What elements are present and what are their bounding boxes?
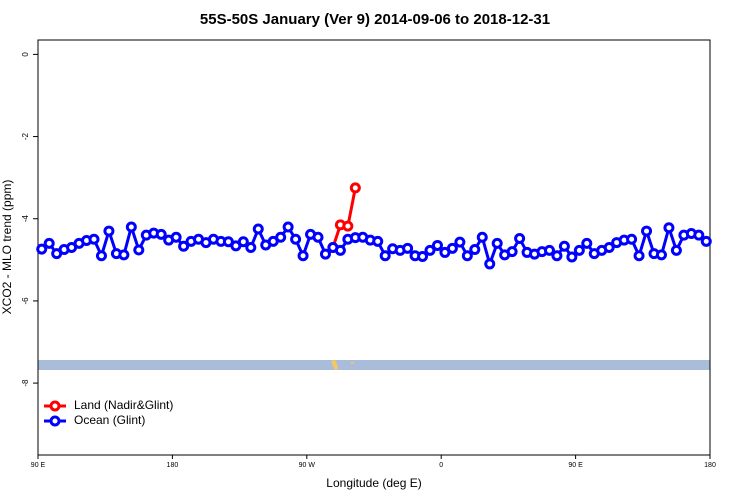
x-tick-label: 180: [704, 462, 716, 469]
x-tick-label: 180: [167, 462, 179, 469]
x-tick-label: 0: [439, 462, 443, 469]
marker: [170, 231, 182, 243]
marker: [424, 244, 436, 256]
marker: [245, 242, 257, 253]
marker: [334, 244, 346, 256]
marker: [693, 229, 705, 241]
legend-marker: [49, 415, 61, 427]
marker: [297, 250, 309, 262]
marker: [349, 182, 361, 194]
marker: [118, 249, 130, 261]
y-tick-label: -2: [21, 132, 30, 140]
y-tick-label: -8: [21, 379, 30, 387]
marker: [476, 231, 488, 243]
marker: [290, 233, 302, 245]
marker: [379, 250, 391, 262]
marker: [125, 221, 137, 233]
marker: [543, 244, 555, 256]
marker: [603, 242, 615, 253]
marker: [237, 236, 249, 248]
marker: [402, 242, 414, 254]
marker: [484, 258, 496, 270]
marker: [372, 235, 384, 247]
x-tick-label: 90 W: [299, 462, 316, 469]
marker: [641, 225, 653, 237]
y-tick-label: 0: [21, 52, 30, 57]
marker: [566, 251, 578, 263]
chart-title: 55S-50S January (Ver 9) 2014-09-06 to 20…: [200, 11, 550, 28]
legend-label: Land (Nadir&Glint): [74, 398, 173, 412]
marker: [633, 250, 645, 262]
marker: [491, 237, 503, 249]
marker: [454, 236, 466, 248]
marker: [506, 246, 518, 258]
marker: [275, 231, 287, 243]
marker: [581, 237, 593, 249]
marker: [514, 232, 526, 244]
marker: [155, 228, 167, 240]
marker: [252, 223, 264, 235]
y-axis-label: XCO2 - MLO trend (ppm): [0, 180, 14, 315]
marker: [558, 240, 570, 252]
marker: [573, 244, 585, 256]
marker: [103, 225, 115, 237]
marker: [446, 242, 458, 254]
marker: [551, 250, 563, 262]
marker: [700, 235, 712, 247]
marker: [319, 248, 331, 260]
marker: [342, 220, 354, 232]
marker: [95, 250, 107, 262]
legend-label: Ocean (Glint): [74, 413, 145, 427]
x-tick-label: 90 E: [31, 462, 46, 469]
y-tick-label: -4: [21, 215, 30, 223]
surface-band: [38, 360, 710, 370]
marker: [663, 222, 675, 234]
y-tick-label: -6: [21, 297, 30, 305]
x-tick-label: 90 E: [568, 462, 583, 469]
marker: [43, 237, 55, 249]
marker: [670, 244, 682, 256]
marker: [88, 233, 100, 245]
marker: [655, 249, 667, 261]
x-axis-label: Longitude (deg E): [326, 476, 421, 490]
marker: [133, 244, 145, 256]
land-patch: [351, 362, 354, 364]
marker: [282, 221, 294, 233]
land-patch: [331, 360, 338, 370]
marker: [417, 251, 429, 263]
marker: [626, 233, 638, 245]
legend-marker: [49, 400, 61, 412]
marker: [36, 243, 48, 255]
marker: [461, 250, 473, 262]
marker: [312, 231, 324, 243]
marker: [431, 239, 443, 251]
marker: [178, 240, 190, 252]
marker: [469, 244, 481, 256]
